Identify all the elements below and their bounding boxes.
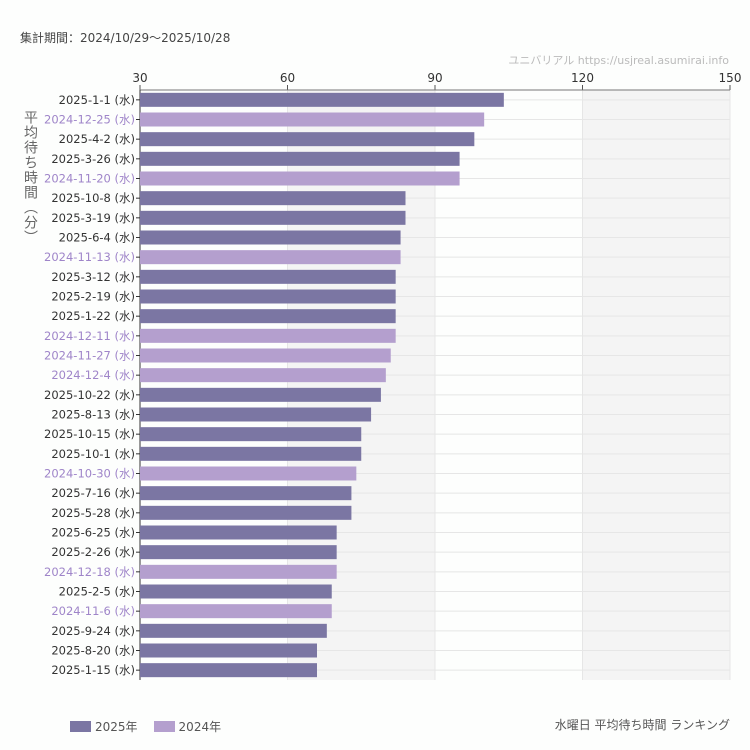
bar <box>140 663 317 678</box>
bar <box>140 466 357 481</box>
bar <box>140 112 485 127</box>
bar <box>140 387 381 402</box>
bar <box>140 564 337 579</box>
bar <box>140 643 317 658</box>
bar <box>140 486 352 501</box>
y-tick-label: 2024-12-11 (水) <box>44 329 135 343</box>
y-tick-label: 2025-3-26 (水) <box>51 152 135 166</box>
bar <box>140 250 401 265</box>
bar <box>140 191 406 206</box>
y-tick-label: 2025-10-15 (水) <box>44 427 135 441</box>
y-tick-label: 2024-11-13 (水) <box>44 250 135 264</box>
y-tick-label: 2025-10-1 (水) <box>51 447 135 461</box>
legend: 2025年 2024年 <box>70 718 221 735</box>
y-tick-label: 2024-11-6 (水) <box>51 604 135 618</box>
legend-label: 2024年 <box>178 720 222 734</box>
site-credit: ユニバリアル https://usjreal.asumirai.info <box>508 54 729 67</box>
bar <box>140 289 396 304</box>
y-tick-label: 2024-12-25 (水) <box>44 113 135 127</box>
y-tick-label: 2024-11-27 (水) <box>44 349 135 363</box>
bar <box>140 210 406 225</box>
bar <box>140 230 401 245</box>
chart-subtitle: 水曜日 平均待ち時間 ランキング <box>554 718 730 732</box>
bar <box>140 407 372 422</box>
y-tick-label: 2025-8-13 (水) <box>51 408 135 422</box>
bar <box>140 545 337 560</box>
bar <box>140 584 332 599</box>
bar <box>140 604 332 619</box>
bar <box>140 525 337 540</box>
legend-item-2024[interactable]: 2024年 <box>153 718 222 735</box>
grid-band <box>582 90 730 680</box>
y-tick-label: 2025-8-20 (水) <box>51 644 135 658</box>
bar <box>140 368 386 383</box>
y-axis-label: 平均待ち時間（分） <box>22 110 38 245</box>
x-tick-label: 30 <box>132 71 147 85</box>
bar <box>140 269 396 284</box>
y-tick-label: 2025-3-19 (水) <box>51 211 135 225</box>
bar <box>140 328 396 343</box>
bar <box>140 92 504 107</box>
y-tick-label: 2025-1-15 (水) <box>51 663 135 677</box>
y-tick-label: 2025-3-12 (水) <box>51 270 135 284</box>
y-tick-label: 2025-4-2 (水) <box>59 132 135 146</box>
y-tick-label: 2025-1-22 (水) <box>51 309 135 323</box>
legend-swatch <box>153 721 175 732</box>
y-tick-label: 2025-2-5 (水) <box>59 585 135 599</box>
x-tick-label: 150 <box>719 71 742 85</box>
bar <box>140 348 391 363</box>
y-tick-label: 2024-11-20 (水) <box>44 172 135 186</box>
bar <box>140 132 475 147</box>
legend-item-2025[interactable]: 2025年 <box>70 718 138 735</box>
y-tick-label: 2025-1-1 (水) <box>59 93 135 107</box>
x-tick-label: 120 <box>571 71 594 85</box>
x-tick-label: 90 <box>427 71 442 85</box>
y-tick-label: 2025-9-24 (水) <box>51 624 135 638</box>
y-tick-label: 2025-10-22 (水) <box>44 388 135 402</box>
y-tick-label: 2025-6-4 (水) <box>59 231 135 245</box>
y-tick-label: 2025-5-28 (水) <box>51 506 135 520</box>
bar <box>140 151 460 166</box>
y-tick-label: 2025-2-26 (水) <box>51 545 135 559</box>
y-tick-label: 2025-10-8 (水) <box>51 191 135 205</box>
period-label: 集計期間：2024/10/29〜2025/10/28 <box>20 31 231 45</box>
legend-swatch <box>70 721 91 732</box>
bar <box>140 505 352 520</box>
legend-label: 2025年 <box>95 720 138 734</box>
y-tick-label: 2025-2-19 (水) <box>51 290 135 304</box>
y-tick-label: 2024-12-18 (水) <box>44 565 135 579</box>
bar <box>140 623 327 638</box>
grid-band <box>287 90 435 680</box>
y-tick-label: 2025-6-25 (水) <box>51 526 135 540</box>
y-tick-label: 2024-12-4 (水) <box>51 368 135 382</box>
bar <box>140 427 362 442</box>
bar <box>140 171 460 186</box>
bar <box>140 309 396 324</box>
bar <box>140 446 362 461</box>
y-tick-label: 2024-10-30 (水) <box>44 467 135 481</box>
x-tick-label: 60 <box>280 71 295 85</box>
y-tick-label: 2025-7-16 (水) <box>51 486 135 500</box>
